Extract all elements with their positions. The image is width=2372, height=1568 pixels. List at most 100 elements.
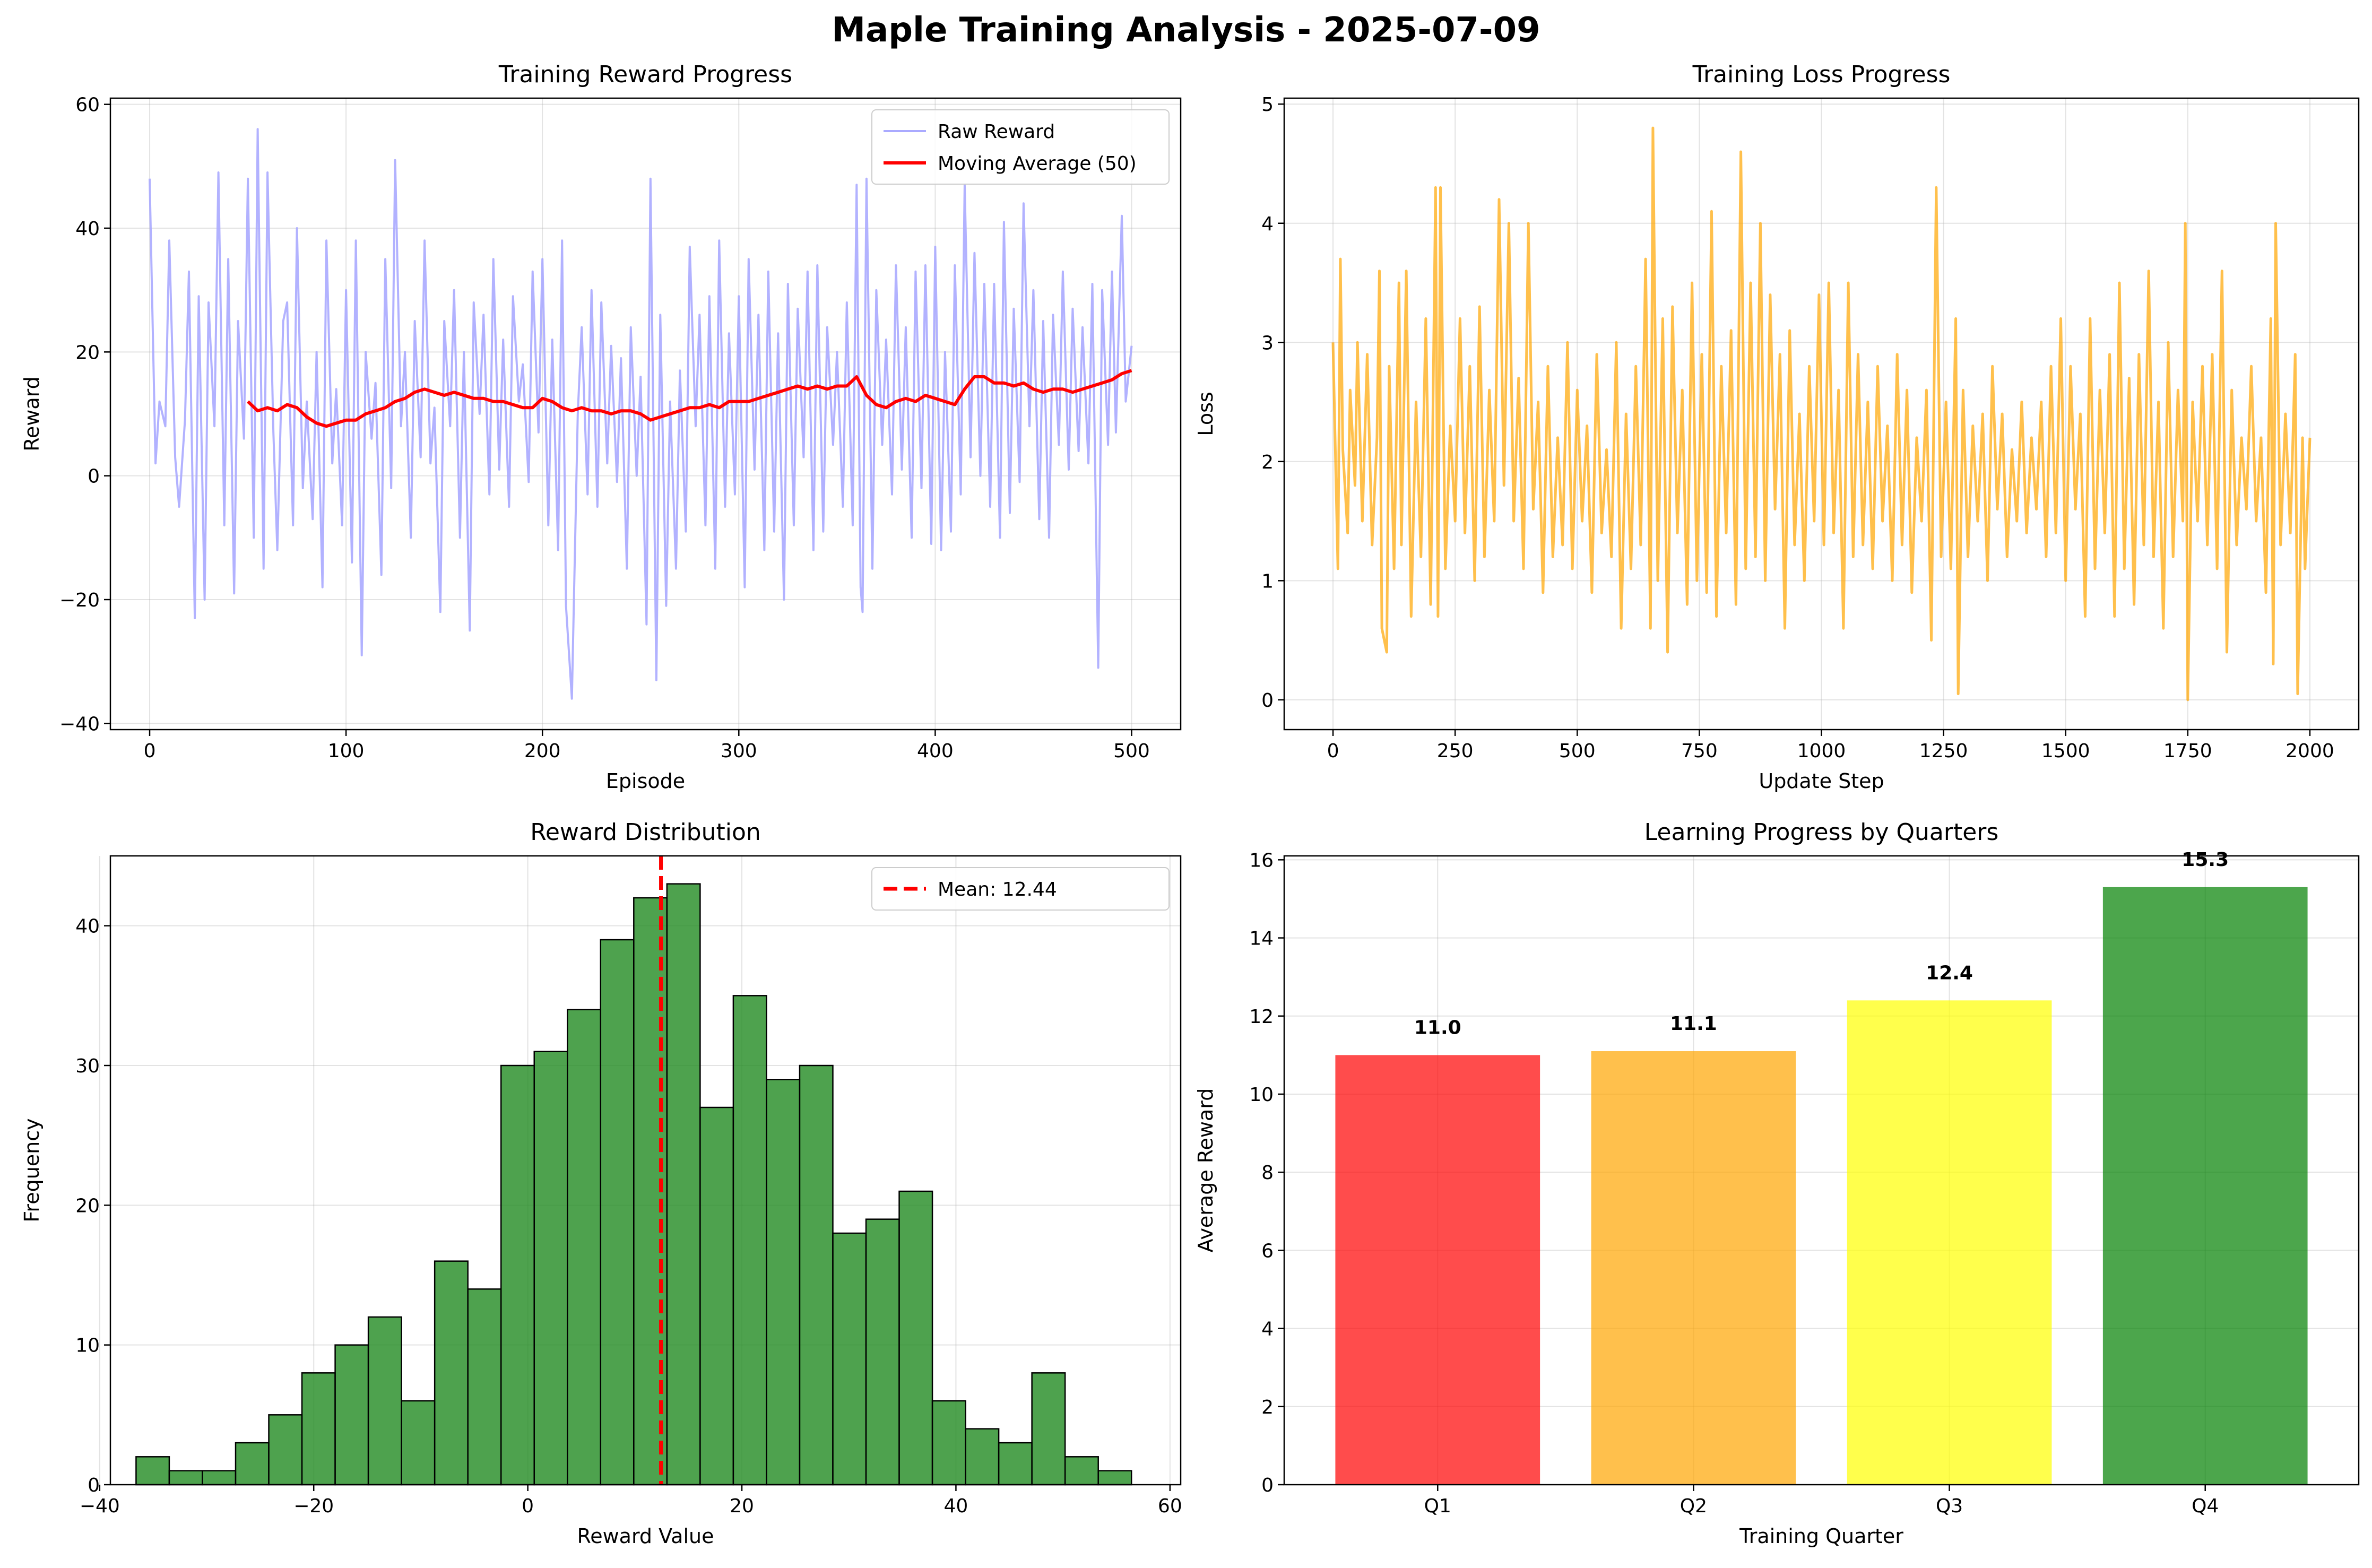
x-tick-label: Q2: [1680, 1495, 1707, 1517]
histogram-bar: [202, 1470, 237, 1486]
bar-q3: [1847, 1000, 2052, 1485]
axes-frame: [109, 855, 1182, 1486]
x-axis-label: Reward Value: [577, 1524, 714, 1548]
y-tick-label: 16: [1249, 850, 1274, 871]
axes-frame: [1283, 855, 2360, 1486]
histogram-bar: [367, 1316, 402, 1486]
chart-learning-progress: 11.0 11.1 12.4 15.3 Q1 Q2 Q3 Q4 0 2 4 6 8 10 12 14 16 Tra…: [1194, 819, 2360, 1548]
histogram-bar: [898, 1190, 933, 1486]
x-tick-label: 300: [721, 740, 757, 762]
x-axis-label: Episode: [606, 769, 685, 793]
x-tick-label: Q4: [2192, 1495, 2219, 1517]
x-tick-label: 0: [1327, 740, 1339, 762]
x-ticks: 0 250 500 750 1000 1250 1500 1750 2000: [1327, 730, 2334, 762]
y-axis-label: Reward: [20, 376, 44, 452]
y-tick-label: 20: [75, 1195, 100, 1217]
series-line-loss: [1331, 126, 2312, 701]
x-tick-label: 0: [144, 740, 156, 762]
y-tick-label: 20: [75, 342, 100, 363]
y-tick-label: 2: [1261, 1397, 1274, 1418]
x-tick-label: 1250: [1919, 740, 1968, 762]
histogram-bar: [467, 1288, 502, 1486]
histogram-bar: [666, 883, 701, 1486]
legend-box: [871, 867, 1170, 911]
x-ticks: Q1 Q2 Q3 Q4: [1424, 1485, 2219, 1517]
histogram-bar: [865, 1218, 900, 1486]
y-tick-label: −40: [59, 713, 100, 735]
y-ticks: 0 1 2 3 4 5: [1261, 94, 1284, 712]
histogram-bar: [732, 995, 767, 1486]
chart-panels: 0 100 200 300 400 500−40−200204060EpisodeRewa…: [20, 61, 2360, 1548]
y-ticks: 0 10 20 30 40: [75, 916, 110, 1496]
bar-value-label: 11.0: [1414, 1017, 1461, 1038]
x-tick-label: 0: [522, 1495, 534, 1517]
histogram-bar: [766, 1079, 801, 1486]
x-axis-label: Training Quarter: [1739, 1524, 1903, 1548]
y-tick-label: 10: [1249, 1084, 1274, 1106]
histogram-bar: [401, 1400, 436, 1486]
histogram-bar: [268, 1414, 303, 1486]
histogram-bar: [931, 1400, 966, 1486]
x-tick-label: 250: [1437, 740, 1474, 762]
x-ticks: −40 −20 0 20 40 60: [80, 1485, 1182, 1517]
bar-q2: [1591, 1051, 1796, 1485]
x-tick-label: 1000: [1797, 740, 1846, 762]
histogram-bar: [799, 1064, 834, 1486]
legend-label: Moving Average (50): [938, 153, 1137, 175]
histogram-bar: [235, 1442, 270, 1486]
y-tick-label: 12: [1249, 1006, 1274, 1028]
y-tick-label: 0: [1261, 690, 1274, 712]
y-axis-label: Frequency: [20, 1118, 44, 1222]
legend-box: [871, 109, 1170, 185]
x-tick-label: 750: [1681, 740, 1718, 762]
histogram-bar: [533, 1051, 568, 1486]
x-tick-label: 400: [917, 740, 954, 762]
histogram-bar: [434, 1260, 469, 1486]
chart-reward-distribution: −40 −20 0 20 40 60 0 10 20 30 40 Reward Value Freque…: [20, 819, 1182, 1548]
histogram-bar: [998, 1442, 1033, 1486]
histogram-bar: [168, 1470, 203, 1486]
chart-title: Training Reward Progress: [498, 61, 792, 88]
histogram-bar: [832, 1232, 867, 1486]
y-tick-label: 3: [1261, 332, 1274, 354]
histogram-bar: [699, 1106, 734, 1486]
y-tick-label: 30: [75, 1055, 100, 1077]
histogram-bar: [965, 1428, 1000, 1486]
y-axis-label: Loss: [1194, 392, 1217, 436]
legend: Mean: 12.44: [871, 867, 1170, 911]
x-ticks: 0 100 200 300 400 500: [144, 730, 1150, 762]
x-tick-label: −40: [80, 1495, 120, 1517]
figure-title: Maple Training Analysis - 2025-07-09: [832, 11, 1540, 50]
bar-q4: [2102, 887, 2308, 1485]
y-tick-label: 8: [1261, 1162, 1274, 1184]
y-tick-label: 4: [1261, 1319, 1274, 1340]
x-tick-label: 1750: [2163, 740, 2212, 762]
histogram-bar: [1097, 1470, 1132, 1486]
x-tick-label: 20: [730, 1495, 754, 1517]
x-tick-label: 500: [1113, 740, 1150, 762]
y-tick-label: 14: [1249, 928, 1274, 950]
series-line-raw-reward: [149, 128, 1133, 700]
histogram-bar: [600, 939, 635, 1486]
legend: Raw Reward Moving Average (50): [871, 109, 1170, 185]
histogram-bar: [334, 1344, 369, 1486]
y-tick-label: 0: [88, 1475, 100, 1496]
y-tick-label: 6: [1261, 1240, 1274, 1262]
chart-title: Learning Progress by Quarters: [1644, 819, 1999, 846]
chart-title: Reward Distribution: [530, 819, 761, 846]
y-tick-label: 5: [1261, 94, 1274, 116]
bar-value-label: 15.3: [2181, 849, 2229, 871]
histogram-bar: [135, 1456, 170, 1486]
y-tick-label: 60: [75, 94, 100, 116]
x-tick-label: −20: [293, 1495, 334, 1517]
y-tick-label: 0: [1261, 1475, 1274, 1496]
histogram-bar: [1064, 1456, 1099, 1486]
y-tick-label: 10: [75, 1335, 100, 1357]
bar-value-label: 12.4: [1926, 962, 1973, 984]
quarter-bars: 11.0 11.1 12.4 15.3: [1335, 849, 2308, 1485]
chart-title: Training Loss Progress: [1692, 61, 1951, 88]
x-tick-label: 1500: [2041, 740, 2090, 762]
x-tick-label: 500: [1559, 740, 1596, 762]
legend-label: Mean: 12.44: [938, 879, 1057, 900]
series-line-moving-average: [247, 369, 1132, 428]
